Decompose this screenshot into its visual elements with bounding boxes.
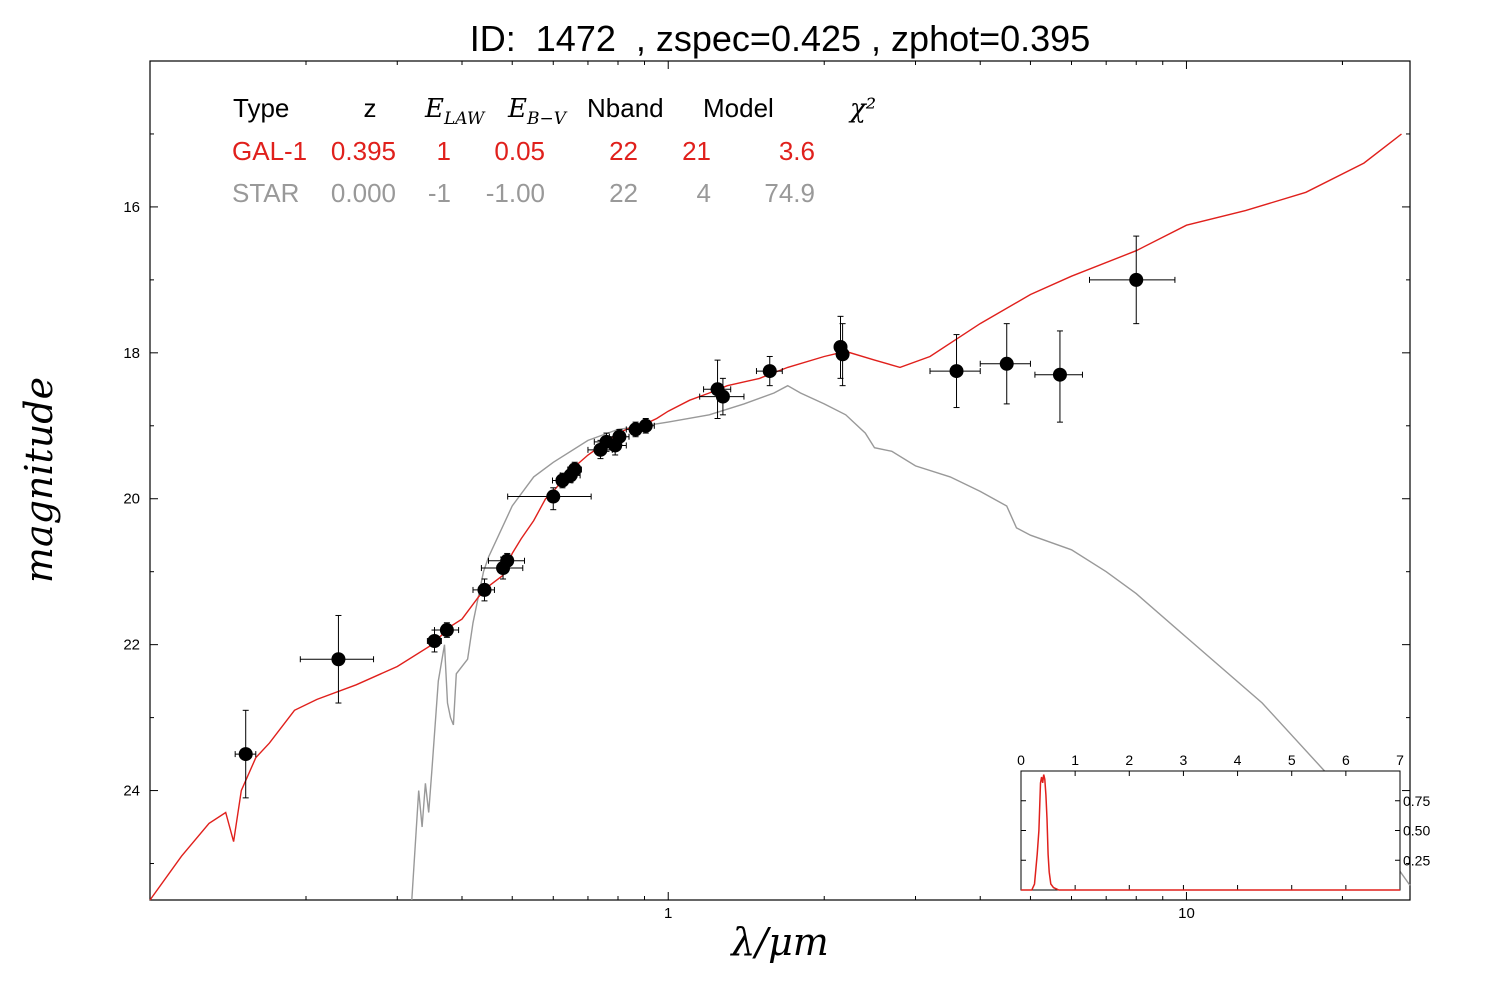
x-tick-label: 1 [664,905,672,922]
legend-header: Model [703,93,774,123]
data-point-marker [238,747,253,762]
photometry-point [1034,330,1083,423]
photometry-point [833,315,848,379]
photometry-points [234,235,1176,799]
inset-frame [1020,770,1401,891]
data-point-marker [835,347,850,362]
data-point-marker [500,553,515,568]
pdz-line [1021,774,1400,891]
photometry-point [488,552,525,569]
inset-x-tick-label: 2 [1125,752,1133,768]
plot-frame [149,60,1411,901]
photometry-point [608,428,630,445]
photometry-point [636,417,655,434]
legend-header: Type [233,93,289,123]
data-point-marker [999,356,1014,371]
legend-header: ELAW [424,94,486,129]
data-point-marker [1052,367,1067,382]
legend-cell: -1.00 [486,178,545,208]
photometry-point [434,622,460,638]
legend-header: Nband [587,93,664,123]
data-point-marker [427,634,442,649]
inset-x-tick-label: 0 [1017,752,1025,768]
photometry-point [299,614,375,704]
photometry-point [755,355,783,387]
data-point-marker [949,364,964,379]
legend-cell: 4 [697,178,711,208]
legend-cell: GAL-1 [232,136,307,166]
legend-cell: 3.6 [779,136,815,166]
inset-x-tick-label: 4 [1234,752,1242,768]
y-axis-label: magnitude [17,377,61,583]
data-point-marker [762,364,777,379]
legend-header: χ² [848,94,876,124]
photometry-point [234,709,257,799]
data-point-marker [715,389,730,404]
inset-y-tick-label: 0.50 [1403,823,1430,839]
legend-cell: -1 [428,178,451,208]
legend-cell: 22 [609,136,638,166]
inset-x-tick-label: 6 [1342,752,1350,768]
data-point-marker [1129,272,1144,287]
photometry-point [1089,235,1176,325]
legend-cell: STAR [232,178,299,208]
legend-cell: 74.9 [764,178,815,208]
legend-cell: 0.000 [331,178,396,208]
inset-x-tick-label: 5 [1288,752,1296,768]
data-point-marker [439,623,454,638]
data-point-marker [477,582,492,597]
photometry-point [699,377,745,416]
data-point-marker [331,652,346,667]
y-tick-label: 20 [123,491,140,508]
data-point-marker [612,429,627,444]
photometry-point [507,487,592,511]
pdz-inset: 0 1 2 3 4 5 6 7 0.25 0.50 0.75 [1017,752,1430,891]
legend-cell: 22 [609,178,638,208]
legend-header: EB−V [507,94,568,129]
fit-legend: Type z ELAW EB−V Nband Model χ² GAL-1 0.395 1 0.05… [232,93,876,208]
photometry-point [472,578,495,602]
inset-y-tick-label: 0.25 [1403,852,1430,868]
inset-y-tick-label: 0.75 [1403,793,1430,809]
photometry-point [567,461,582,478]
legend-cell: 1 [437,136,451,166]
x-tick-label: 10 [1178,905,1195,922]
photometry-point [835,323,850,387]
x-axis-label: λ/μm [729,920,829,964]
photometry-point [929,334,981,409]
y-tick-label: 18 [123,345,140,362]
y-tick-label: 22 [123,637,140,654]
inset-x-tick-label: 1 [1071,752,1079,768]
chart-title: ID: 1472 , zspec=0.425 , zphot=0.395 [469,18,1091,59]
data-point-marker [546,489,561,504]
legend-cell: 0.395 [331,136,396,166]
y-tick-label: 16 [123,199,140,216]
photometry-point [426,629,442,653]
inset-x-tick-label: 3 [1180,752,1188,768]
legend-header: z [364,93,377,123]
legend-cell: 0.05 [494,136,545,166]
data-point-marker [638,418,653,433]
legend-cell: 21 [682,136,711,166]
inset-x-tick-label: 7 [1396,752,1404,768]
y-tick-label: 24 [123,783,140,800]
star-sed-line [411,384,1411,901]
photometry-point [979,323,1031,405]
data-point-marker [567,462,582,477]
